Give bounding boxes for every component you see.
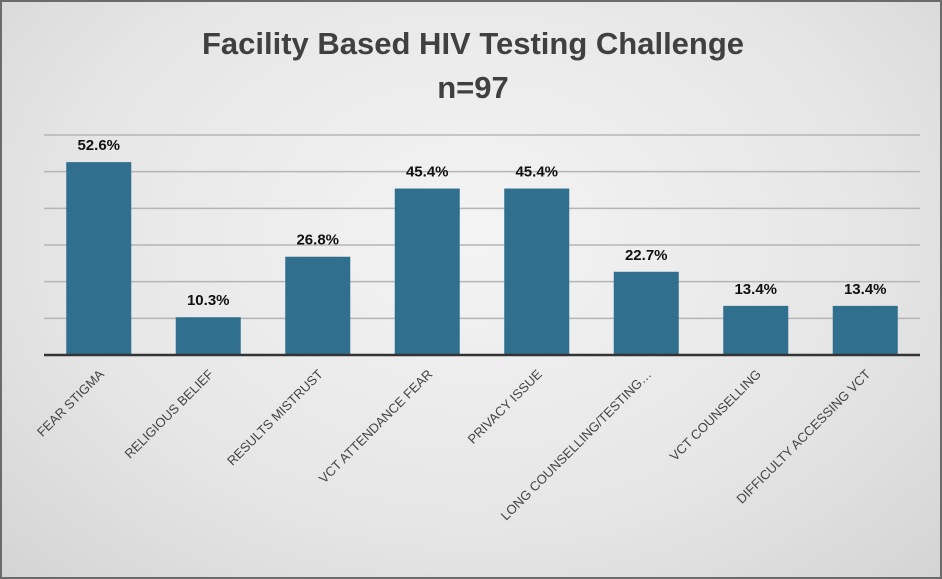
x-tick-label: FEAR STIGMA — [34, 366, 107, 439]
data-label: 45.4% — [515, 164, 558, 181]
x-tick-label: RELIGIOUS BELIEF — [121, 366, 216, 461]
x-tick-label: RESULTS MISTRUST — [224, 366, 326, 468]
bar — [285, 256, 351, 355]
bar — [175, 317, 241, 355]
data-label: 45.4% — [406, 164, 449, 181]
bar — [66, 162, 132, 355]
bar — [723, 305, 789, 355]
bar — [832, 305, 898, 355]
x-tick-label: DIFFICULTY ACCESSING VCT — [733, 366, 873, 506]
data-label: 22.7% — [625, 247, 668, 264]
data-label: 13.4% — [844, 281, 887, 298]
chart-title: Facility Based HIV Testing Challenge n=9… — [2, 22, 942, 110]
x-tick-label: PRIVACY ISSUE — [465, 366, 545, 446]
x-tick-label: VCT ATTENDANCE FEAR — [316, 367, 436, 487]
bar — [504, 188, 570, 355]
bar — [613, 271, 679, 355]
data-label: 13.4% — [734, 281, 777, 298]
chart-title-text: Facility Based HIV Testing Challenge — [201, 26, 745, 61]
chart-subtitle: n=97 — [437, 70, 509, 105]
x-tick-label: VCT COUNSELLING — [667, 367, 764, 464]
data-label: 26.8% — [296, 232, 339, 249]
bar — [394, 188, 460, 355]
data-label: 52.6% — [77, 137, 120, 154]
data-label: 10.3% — [187, 292, 230, 309]
